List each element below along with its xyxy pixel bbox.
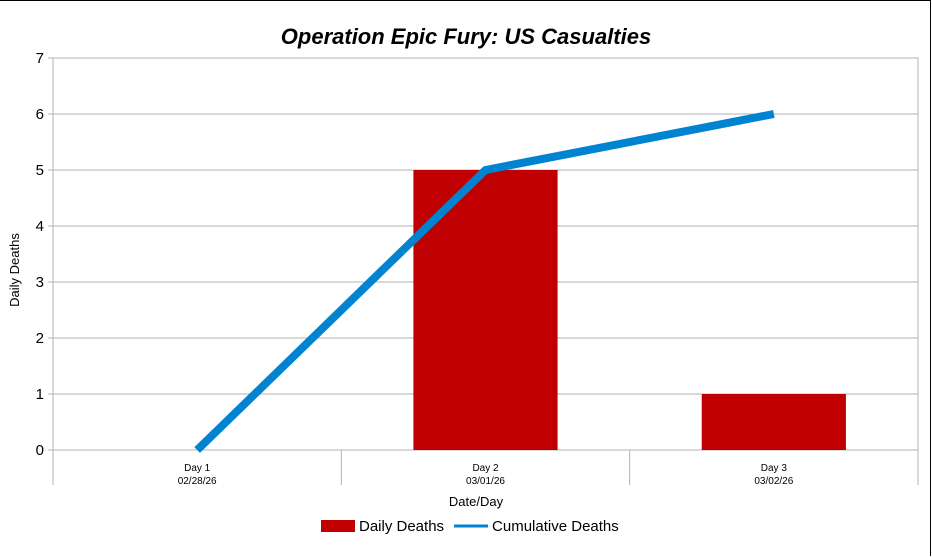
y-axis-label: Daily Deaths — [7, 233, 22, 307]
x-tick-label-date: 03/02/26 — [754, 476, 793, 487]
y-tick-label-2: 2 — [36, 330, 44, 347]
x-tick-label-day: Day 1 — [184, 463, 211, 474]
line-series — [194, 110, 775, 453]
x-tick-label-date: 02/28/26 — [178, 476, 217, 487]
bar-series — [413, 170, 846, 450]
line-cumulative-deaths — [194, 110, 775, 453]
y-axis: 0 1 2 3 4 5 6 7 — [36, 50, 53, 459]
legend: Daily Deaths Cumulative Deaths — [321, 518, 619, 535]
x-tick-label-date: 03/01/26 — [466, 476, 505, 487]
y-tick-label-4: 4 — [36, 218, 44, 235]
x-axis-label: Date/Day — [449, 494, 504, 509]
x-tick-label-day: Day 2 — [472, 463, 499, 474]
chart-title: Operation Epic Fury: US Casualties — [281, 24, 651, 49]
y-tick-label-0: 0 — [36, 442, 44, 459]
legend-label: Daily Deaths — [359, 518, 444, 535]
legend-swatch-daily-deaths — [321, 520, 355, 532]
x-axis: Day 1 02/28/26 Day 2 03/01/26 Day 3 03/02/26 — [52, 450, 919, 487]
x-tick-label-day: Day 3 — [761, 463, 788, 474]
y-tick-label-3: 3 — [36, 274, 44, 291]
bar-daily-deaths-2 — [413, 170, 558, 450]
y-tick-label-7: 7 — [36, 50, 44, 67]
bar-daily-deaths-3 — [701, 394, 846, 450]
legend-label: Cumulative Deaths — [492, 518, 619, 535]
y-tick-label-6: 6 — [36, 106, 44, 123]
y-tick-label-1: 1 — [36, 386, 44, 403]
y-tick-label-5: 5 — [36, 162, 44, 179]
